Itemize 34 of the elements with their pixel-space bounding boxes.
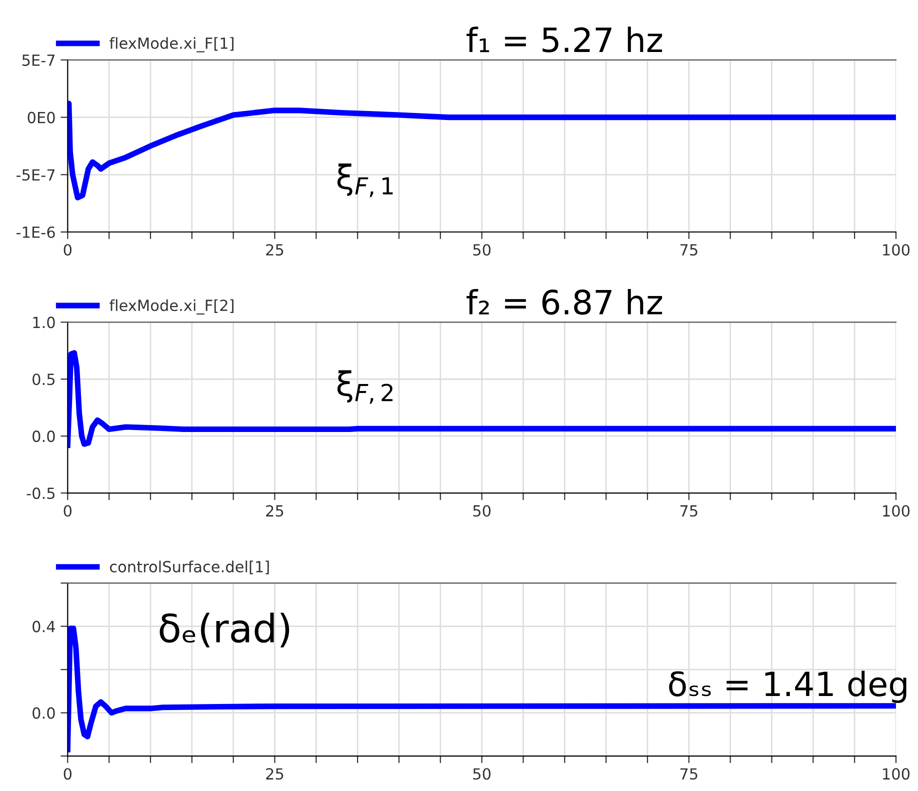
y-tick-label: 0.5 (32, 374, 55, 386)
y-tick-label: 0.0 (32, 430, 55, 442)
x-tick-label: 0 (64, 768, 72, 780)
x-tick-label: 25 (266, 505, 284, 517)
x-tick-label: 100 (883, 505, 910, 517)
annotation: ξ$_{F,1}$ (337, 164, 393, 198)
x-tick-label: 25 (266, 244, 284, 256)
x-tick-label: 100 (883, 244, 910, 256)
text: f₁ = 5.27 hz (466, 26, 662, 52)
y-tick-label: -5E-7 (16, 169, 55, 181)
y-tick-label: -1E-6 (16, 226, 55, 238)
x-tick-label: 75 (680, 768, 698, 780)
x-tick-label: 50 (473, 244, 491, 256)
annotation: δₑ(rad) (160, 612, 290, 648)
x-tick-label: 0 (64, 244, 72, 256)
y-tick-label: 0.4 (32, 620, 55, 632)
text: f₂ = 6.87 hz (466, 288, 662, 315)
x-tick-label: 25 (266, 768, 284, 780)
annotation: δₛₛ = 1.41 deg (669, 670, 906, 703)
legend-label: flexMode.xi_F[1] (109, 37, 234, 52)
x-tick-label: 75 (680, 244, 698, 256)
x-tick-label: 50 (473, 505, 491, 517)
x-tick-label: 75 (680, 505, 698, 517)
x-tick-label: 0 (64, 505, 72, 517)
y-tick-label: 0.0 (32, 707, 55, 719)
legend-label: controlSurface.del[1] (110, 560, 269, 574)
y-tick-label: 0E0 (28, 112, 55, 124)
annotation: ξ$_{F,2}$ (337, 370, 392, 404)
y-tick-label: 1.0 (33, 316, 55, 328)
x-tick-label: 50 (473, 768, 491, 780)
y-tick-label: 5E-7 (22, 54, 55, 66)
legend-label: flexMode.xi_F[2] (109, 299, 234, 315)
x-tick-label: 100 (883, 768, 910, 780)
y-tick-label: -0.5 (26, 487, 55, 500)
